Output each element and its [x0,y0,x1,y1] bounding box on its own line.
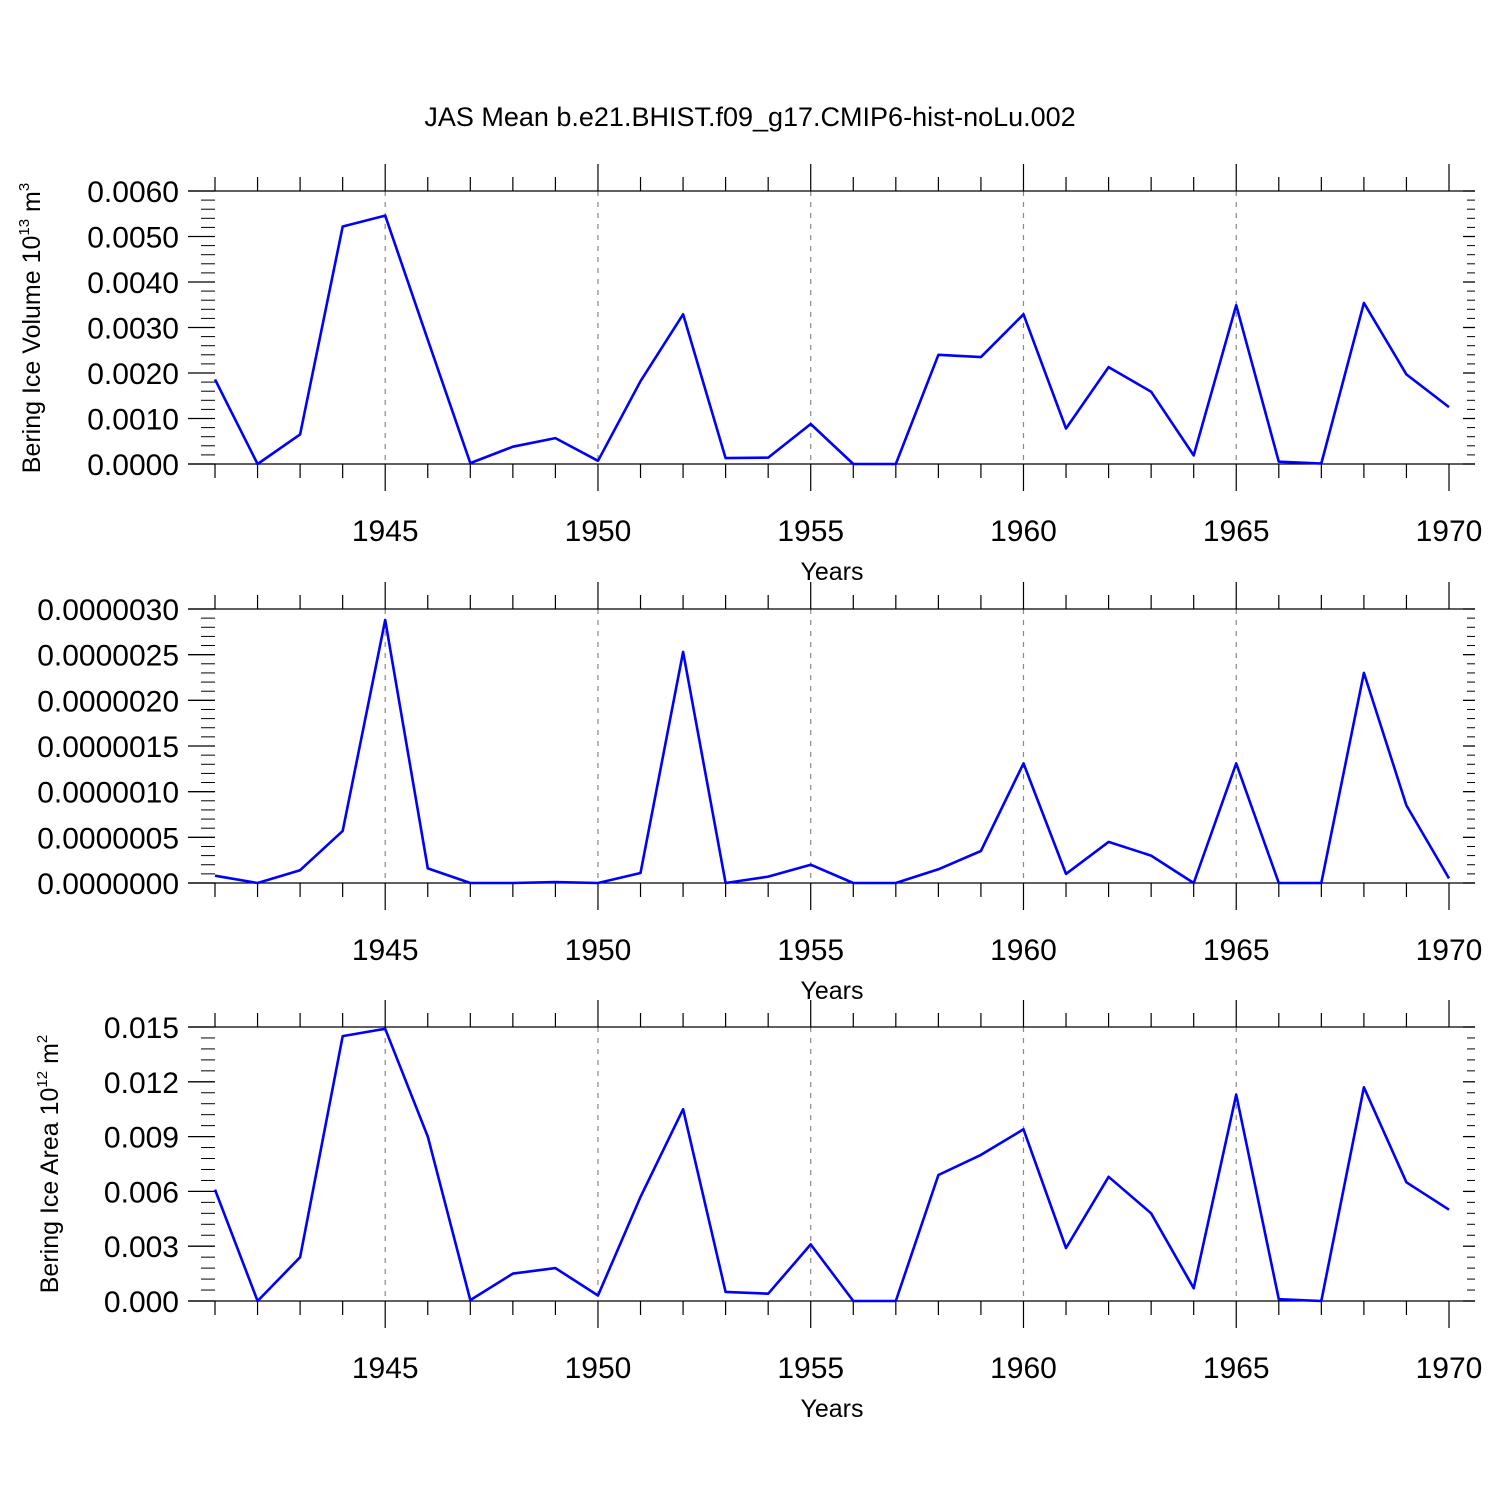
y-tick-label: 0.0060 [87,176,179,209]
x-tick-label: 1955 [777,1352,844,1385]
y-axis-label: Bering Ice Area 1012 m2 [34,1035,64,1294]
panel-1: 0.0000 0.0010 0.0020 0.0030 0.0040 0.0050 0.00… [16,164,1482,586]
chart-title: JAS Mean b.e21.BHIST.f09_g17.CMIP6-hist-… [424,102,1075,132]
panel-2: 0.0000000 0.0000005 0.0000010 0.0000015 0.00… [37,582,1482,1005]
y-tick-label: 0.0050 [87,222,179,255]
y-tick-label: 0.0000030 [37,594,179,627]
x-tick-label: 1965 [1203,515,1270,548]
y-tick-label: 0.0000005 [37,822,179,855]
y-tick-label: 0.0000015 [37,731,179,764]
x-tick-label: 1945 [352,934,419,967]
y-tick-label: 0.006 [104,1176,179,1209]
x-axis-label: Years [800,977,863,1005]
x-tick-label: 1965 [1203,1352,1270,1385]
x-tick-label: 1950 [565,934,632,967]
x-tick-label: 1960 [990,934,1057,967]
y-tick-label: 0.012 [104,1067,179,1100]
y-tick-label: 0.003 [104,1231,179,1264]
series-line [213,1027,1450,1303]
x-tick-label: 1970 [1416,515,1483,548]
series-line [214,618,1451,885]
x-tick-label: 1945 [352,515,419,548]
y-tick-label: 0.015 [104,1012,179,1045]
x-axis-label: Years [800,558,863,586]
panel-3: 0.000 0.003 0.006 0.009 0.012 0.015 1945 1950 19… [34,1000,1482,1423]
x-tick-label: 1945 [352,1352,419,1385]
x-tick-label: 1950 [565,515,632,548]
y-tick-label: 0.000 [104,1286,179,1319]
x-tick-label: 1955 [777,515,844,548]
x-tick-label: 1970 [1416,1352,1483,1385]
x-tick-label: 1960 [990,1352,1057,1385]
y-tick-label: 0.0040 [87,267,179,300]
x-tick-label: 1970 [1416,934,1483,967]
y-tick-label: 0.0030 [87,313,179,346]
y-tick-label: 0.009 [104,1122,179,1155]
series-line [213,214,1450,466]
x-tick-label: 1950 [565,1352,632,1385]
y-tick-label: 0.0000020 [37,685,179,718]
y-tick-label: 0.0020 [87,358,179,391]
y-tick-label: 0.0000025 [37,640,179,673]
y-tick-label: 0.0000000 [37,868,179,901]
x-axis-label: Years [800,1395,863,1423]
y-tick-label: 0.0010 [87,404,179,437]
x-tick-label: 1965 [1203,934,1270,967]
chart-panels: 0.0000 0.0010 0.0020 0.0030 0.0040 0.0050 0.00… [16,164,1482,1423]
y-tick-label: 0.0000010 [37,777,179,810]
y-tick-label: 0.0000 [87,449,179,482]
x-tick-label: 1960 [990,515,1057,548]
y-axis-label: Bering Ice Volume 1013 m3 [16,183,46,473]
x-tick-label: 1955 [777,934,844,967]
